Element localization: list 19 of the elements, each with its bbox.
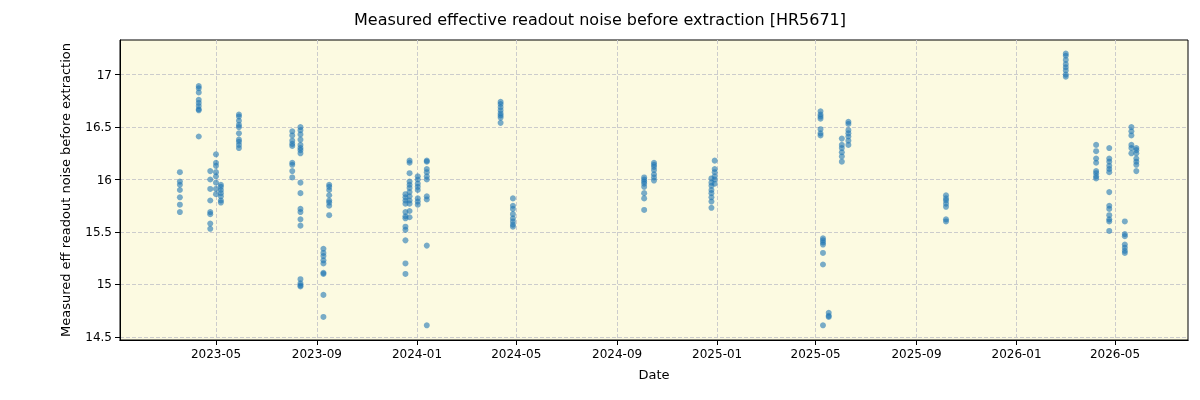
x-tick-label: 2025-05 [790, 347, 841, 361]
x-tick-label: 2024-05 [491, 347, 542, 361]
x-tick-label: 2026-05 [1089, 347, 1141, 361]
y-tick-label: 15.5 [85, 224, 112, 239]
x-tick-label: 2024-01 [391, 347, 443, 361]
y-tick-label: 17 [96, 67, 112, 82]
y-tick-label: 14.5 [85, 329, 112, 344]
y-tick-label: 15 [96, 277, 112, 292]
x-tick-label: 2024-09 [592, 347, 643, 361]
x-axis-title: Date [638, 367, 670, 382]
x-tick-label: 2025-09 [891, 347, 942, 361]
x-tick-label: 2023-05 [190, 347, 242, 361]
x-tick-label: 2023-09 [291, 347, 342, 361]
y-tick-label: 16.5 [85, 120, 112, 135]
chart-title: Measured effective readout noise before extraction [HR5671] [354, 9, 846, 29]
x-tick-label: 2026-01 [991, 347, 1042, 361]
y-tick-label: 16 [96, 172, 112, 187]
y-axis-title: Measured eff readout noise before extraction [58, 42, 73, 338]
x-tick-label: 2025-01 [692, 347, 743, 361]
